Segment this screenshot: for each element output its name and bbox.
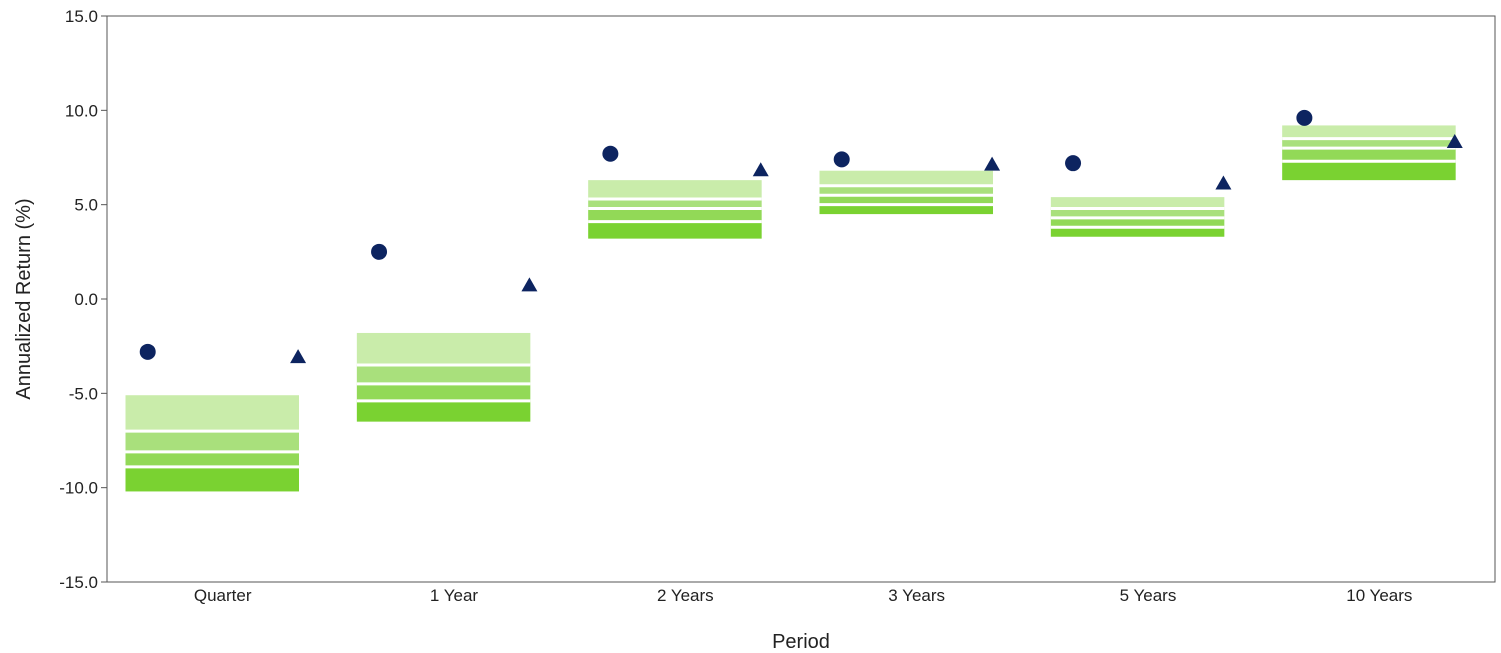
percentile-band-segment (588, 180, 762, 200)
triangle-marker (290, 349, 307, 364)
percentile-band-segment (819, 185, 994, 196)
percentile-band-segment (1050, 217, 1225, 228)
y-axis: 15.0 10.0 5.0 0.0 -5.0 -10.0 -15.0 (59, 7, 107, 592)
percentile-band-segment (1282, 161, 1456, 181)
y-tick-label: -15.0 (59, 573, 98, 592)
circle-marker (139, 343, 156, 360)
series-markers (139, 109, 1463, 364)
circle-marker (1296, 109, 1313, 126)
x-tick-label: 10 Years (1346, 586, 1412, 605)
percentile-band-segment (125, 466, 300, 492)
percentile-band-segment (1050, 208, 1225, 218)
y-tick-label: -5.0 (69, 384, 98, 403)
percentile-band-segment (356, 383, 531, 401)
percentile-band-segment (1282, 125, 1456, 139)
triangle-marker (752, 162, 769, 177)
percentile-band-segment (588, 208, 762, 222)
percentile-band-segment (819, 170, 994, 186)
percentile-band-segment (125, 395, 300, 432)
x-axis: Quarter 1 Year 2 Years 3 Years 5 Years 10 Yea… (194, 586, 1413, 605)
plot-area (106, 15, 1496, 583)
circle-marker (1065, 155, 1082, 172)
y-tick-label: 0.0 (74, 290, 98, 309)
percentile-band-segment (356, 332, 531, 366)
circle-marker (833, 151, 850, 168)
y-tick-label: 15.0 (65, 7, 98, 26)
x-axis-title: Period (772, 631, 830, 653)
circle-marker (371, 243, 388, 260)
percentile-band-segment (125, 451, 300, 467)
x-tick-label: 2 Years (657, 586, 714, 605)
percentile-band-segment (819, 195, 994, 205)
y-tick-label: -10.0 (59, 479, 98, 498)
percentile-band-segment (1282, 148, 1456, 162)
circle-marker (602, 145, 619, 162)
y-tick-label: 5.0 (74, 196, 98, 215)
y-tick-label: 10.0 (65, 101, 98, 120)
percentile-band-segment (125, 431, 300, 452)
x-tick-label: 5 Years (1120, 586, 1177, 605)
triangle-marker (521, 277, 538, 292)
percentile-band-segment (1050, 197, 1225, 209)
percentile-band-segment (356, 365, 531, 384)
triangle-marker (984, 156, 1001, 171)
triangle-marker (1215, 175, 1232, 190)
percentile-band-segment (356, 400, 531, 422)
percentile-band-segment (1282, 138, 1456, 149)
percentile-band-segment (819, 204, 994, 215)
percentile-band-segment (588, 199, 762, 209)
percentile-bands (125, 125, 1456, 492)
triangle-marker (1446, 134, 1463, 149)
x-tick-label: 1 Year (430, 586, 479, 605)
percentile-band-segment (588, 221, 762, 239)
x-tick-label: 3 Years (888, 586, 945, 605)
y-axis-title: Annualized Return (%) (13, 198, 35, 399)
percentile-band-segment (1050, 227, 1225, 237)
x-tick-label: Quarter (194, 586, 252, 605)
